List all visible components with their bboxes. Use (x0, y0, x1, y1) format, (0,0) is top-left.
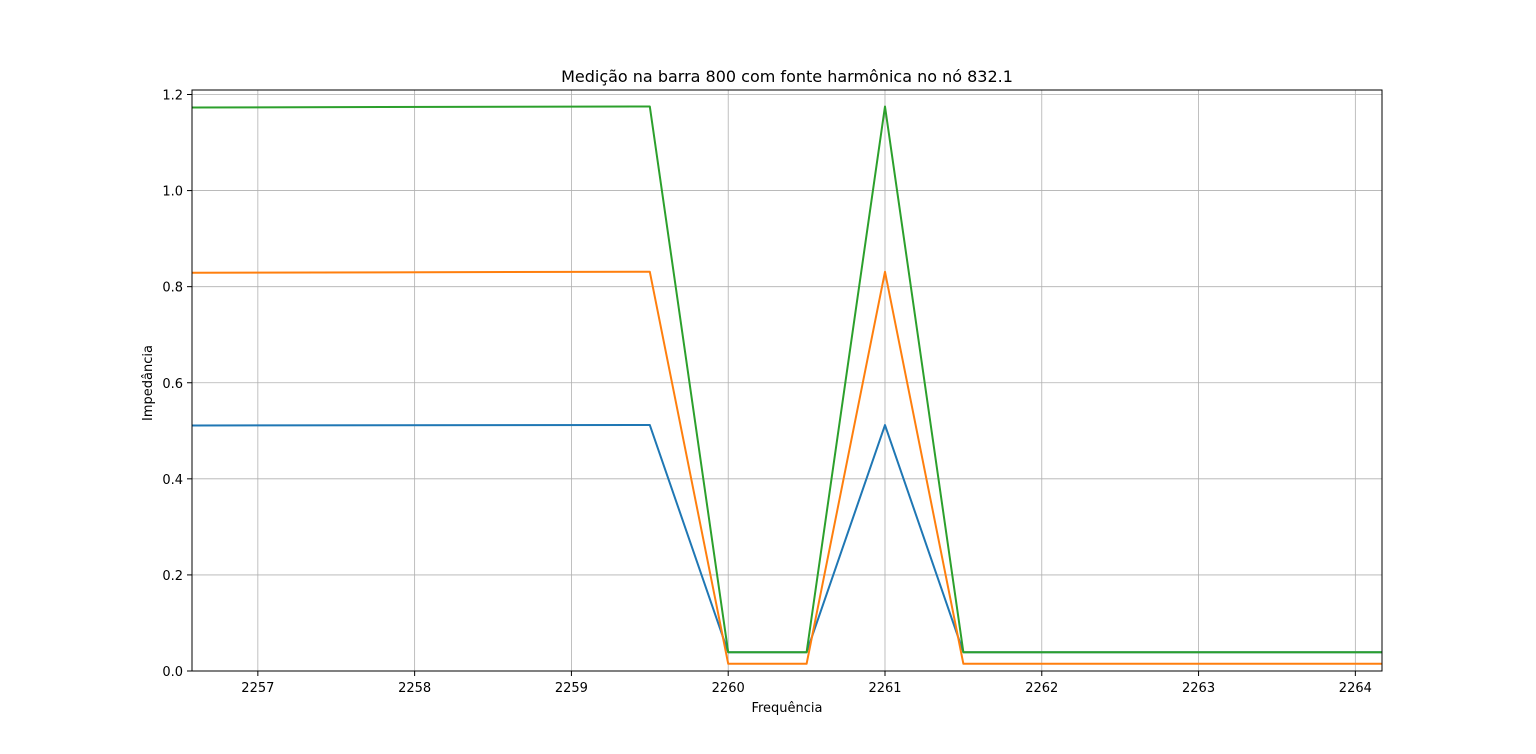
y-tick-label: 0.0 (162, 665, 183, 680)
y-tick-label: 0.8 (162, 281, 183, 296)
y-axis-label: Impedância (141, 345, 156, 421)
x-tick-label: 2262 (1025, 681, 1058, 696)
plot-frame (191, 89, 1383, 672)
y-tick-label: 1.0 (162, 185, 183, 200)
x-tick-label: 2258 (398, 681, 431, 696)
y-axis-ticks: 0.0 0.2 0.4 0.6 0.8 1.0 1.2 (162, 89, 192, 680)
series-line-3 (192, 105, 1382, 654)
x-tick-label: 2263 (1182, 681, 1215, 696)
y-tick-label: 0.4 (162, 473, 183, 488)
x-axis-ticks: 2257 2258 2259 2260 2261 2262 2263 2264 (241, 671, 1372, 696)
chart-title: Medição na barra 800 com fonte harmônica… (561, 67, 1013, 86)
x-tick-label: 2264 (1339, 681, 1372, 696)
y-tick-label: 0.6 (162, 377, 183, 392)
x-tick-label: 2261 (868, 681, 901, 696)
x-tick-label: 2257 (241, 681, 274, 696)
x-axis-label: Frequência (751, 701, 822, 716)
y-tick-label: 0.2 (162, 569, 183, 584)
series-group (192, 105, 1382, 665)
series-line-2 (192, 270, 1382, 665)
x-tick-label: 2260 (712, 681, 745, 696)
grid (192, 90, 1382, 672)
x-tick-label: 2259 (555, 681, 588, 696)
y-tick-label: 1.2 (162, 89, 183, 104)
